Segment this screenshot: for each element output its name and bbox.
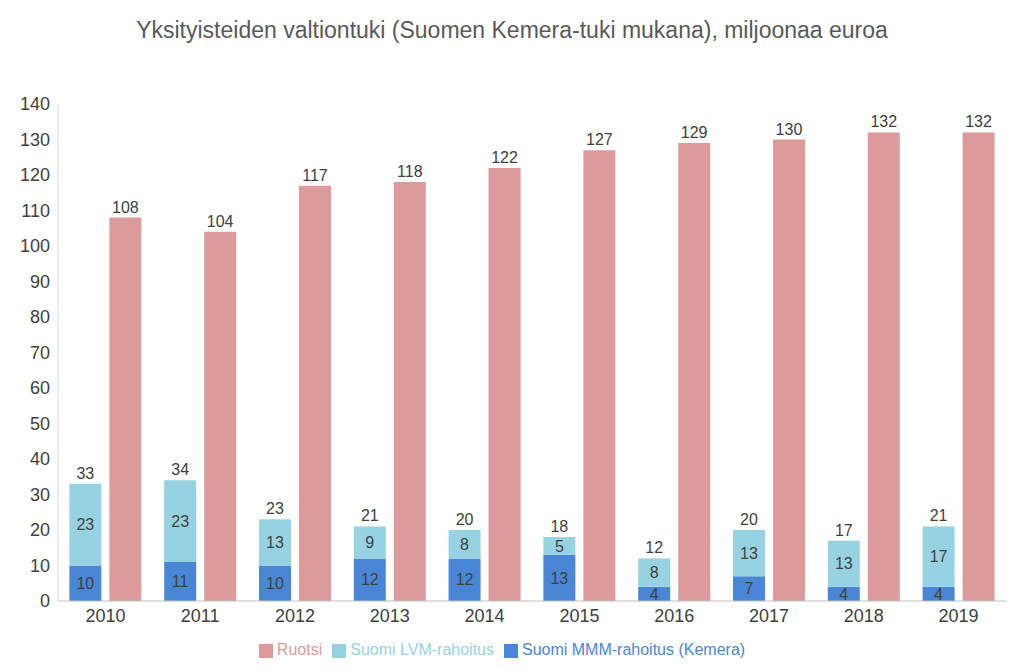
svg-text:130: 130 [776,121,803,138]
html-text:Yksityisteiden valtiontuki (Su: Yksityisteiden valtiontuki (Suomen Kemer… [136,17,888,43]
svg-text:13: 13 [740,545,758,562]
html-text:Ruotsi: Ruotsi [276,641,323,658]
svg-text:120: 120 [20,165,50,185]
svg-text:0: 0 [40,591,50,611]
svg-text:12: 12 [645,539,663,556]
svg-text:90: 90 [30,272,50,292]
svg-text:34: 34 [171,461,189,478]
svg-text:60: 60 [30,378,50,398]
svg-text:2010: 2010 [85,606,125,626]
svg-text:70: 70 [30,343,50,363]
svg-text:13: 13 [550,570,568,587]
svg-text:2012: 2012 [275,606,315,626]
svg-text:2018: 2018 [844,606,884,626]
svg-text:9: 9 [365,534,374,551]
html-text:Suomi MMM-rahoitus (Kemera): Suomi MMM-rahoitus (Kemera) [522,641,746,658]
svg-text:132: 132 [870,113,897,130]
svg-text:18: 18 [550,518,568,535]
svg-text:10: 10 [30,556,50,576]
svg-text:13: 13 [835,555,853,572]
svg-text:2011: 2011 [181,606,220,626]
svg-text:104: 104 [207,213,234,230]
svg-text:140: 140 [20,94,50,114]
svg-text:11: 11 [172,573,189,590]
svg-text:2014: 2014 [465,606,505,626]
svg-text:20: 20 [456,511,474,528]
svg-text:20: 20 [30,520,50,540]
svg-text:12: 12 [456,571,474,588]
svg-text:2016: 2016 [654,606,694,626]
svg-text:118: 118 [397,163,423,180]
svg-text:2015: 2015 [559,606,599,626]
svg-text:8: 8 [460,536,469,553]
svg-text:132: 132 [965,113,992,130]
svg-text:40: 40 [30,449,50,469]
svg-text:8: 8 [650,564,659,581]
svg-text:117: 117 [302,167,328,184]
svg-text:30: 30 [30,485,50,505]
svg-text:23: 23 [171,513,189,530]
svg-text:7: 7 [745,580,754,597]
svg-text:127: 127 [586,131,613,148]
svg-text:2019: 2019 [939,606,979,626]
svg-text:130: 130 [20,130,50,150]
svg-text:23: 23 [266,500,284,517]
svg-text:122: 122 [491,149,518,166]
svg-text:4: 4 [650,586,659,603]
html-text:Suomi LVM-rahoitus: Suomi LVM-rahoitus [350,641,494,658]
svg-text:2017: 2017 [749,606,789,626]
svg-text:10: 10 [266,575,284,592]
svg-text:80: 80 [30,307,50,327]
svg-text:50: 50 [30,414,50,434]
svg-text:23: 23 [76,516,94,533]
svg-text:17: 17 [930,548,948,565]
svg-text:100: 100 [20,236,50,256]
svg-text:4: 4 [839,586,848,603]
svg-text:21: 21 [930,507,948,524]
svg-text:12: 12 [361,571,379,588]
svg-text:108: 108 [112,199,139,216]
svg-text:21: 21 [361,507,379,524]
svg-text:2013: 2013 [370,606,410,626]
svg-text:4: 4 [934,586,943,603]
svg-text:33: 33 [76,465,94,482]
svg-text:20: 20 [740,511,758,528]
svg-text:5: 5 [555,538,564,555]
svg-text:10: 10 [76,575,94,592]
svg-text:13: 13 [266,534,284,551]
svg-text:110: 110 [21,201,50,221]
svg-text:129: 129 [681,124,708,141]
svg-text:17: 17 [835,522,853,539]
